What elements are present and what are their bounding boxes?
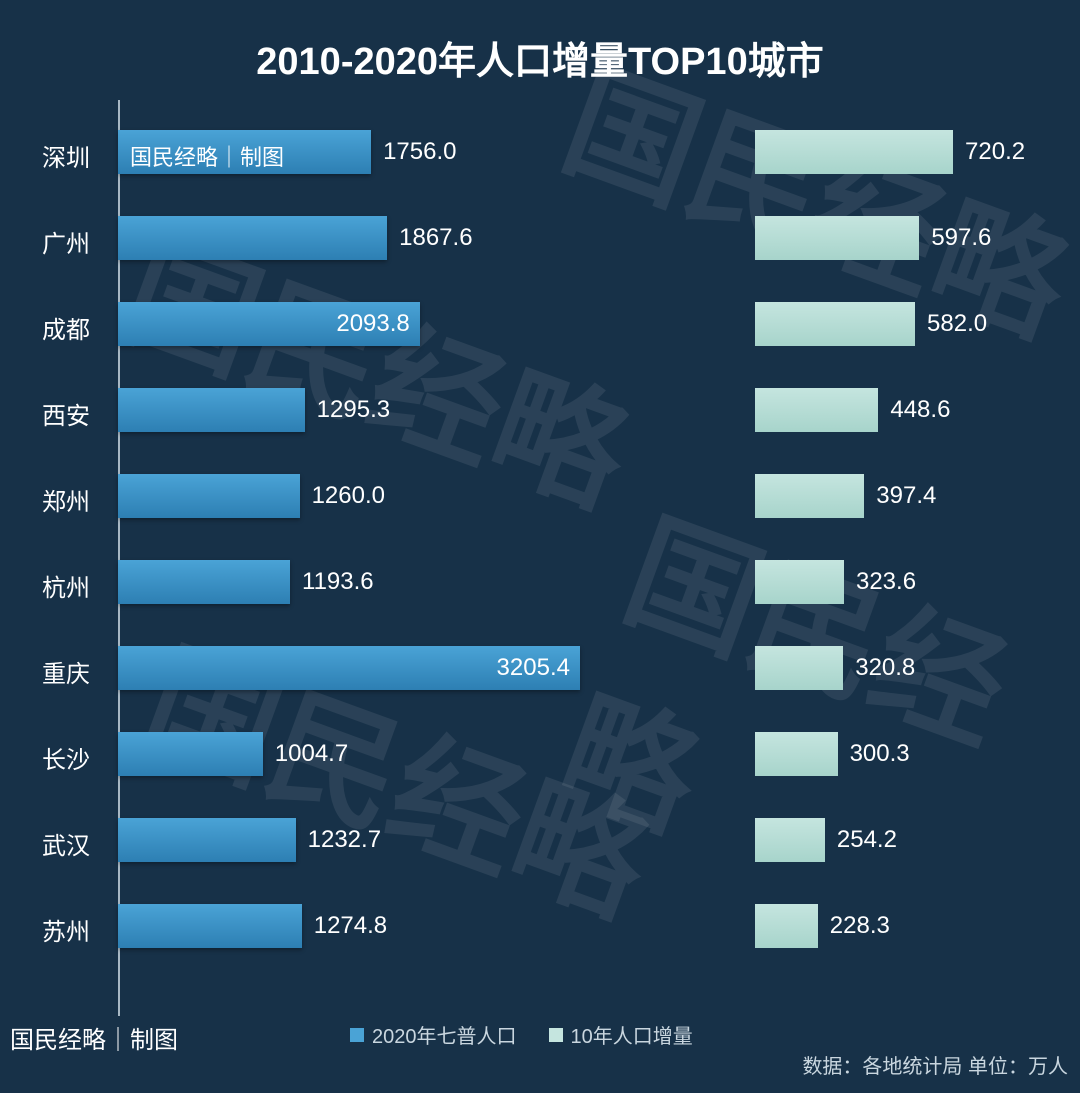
bar-growth: [755, 732, 838, 776]
category-label: 西安: [0, 396, 90, 431]
chart-row: 杭州 1193.6 323.6: [0, 560, 1080, 604]
legend-swatch: [549, 1028, 563, 1042]
value-growth: 228.3: [830, 912, 890, 940]
legend: 2020年七普人口 10年人口增量: [350, 1020, 693, 1049]
bar-growth: [755, 474, 864, 518]
bar-population: [118, 216, 387, 260]
legend-swatch: [350, 1028, 364, 1042]
chart-row: 成都 2093.8 582.0: [0, 302, 1080, 346]
chart-row: 西安 1295.3 448.6: [0, 388, 1080, 432]
bar-population: [118, 904, 302, 948]
value-growth: 582.0: [927, 310, 987, 338]
chart-container: 2010-2020年人口增量TOP10城市国民经略国民经略国民经略国民经略深圳1…: [0, 0, 1080, 1093]
bar-growth: [755, 560, 844, 604]
bar-growth: [755, 904, 818, 948]
chart-row: 武汉 1232.7 254.2: [0, 818, 1080, 862]
footer-credit: 国民经略｜制图: [10, 1020, 178, 1055]
bar-growth: [755, 302, 915, 346]
chart-row: 深圳1756.0国民经略｜制图720.2: [0, 130, 1080, 174]
chart-row: 郑州 1260.0 397.4: [0, 474, 1080, 518]
bar-population: [118, 388, 305, 432]
category-label: 成都: [0, 310, 90, 345]
bar-growth: [755, 388, 878, 432]
value-population: 1867.6: [399, 224, 472, 252]
category-label: 杭州: [0, 568, 90, 603]
chart-row: 重庆 3205.4 320.8: [0, 646, 1080, 690]
bar-population: [118, 560, 290, 604]
value-growth: 597.6: [931, 224, 991, 252]
value-population: 1274.8: [314, 912, 387, 940]
value-population: 1295.3: [317, 396, 390, 424]
category-label: 广州: [0, 224, 90, 259]
category-label: 重庆: [0, 654, 90, 689]
chart-row: 苏州 1274.8 228.3: [0, 904, 1080, 948]
category-label: 武汉: [0, 826, 90, 861]
legend-label: 10年人口增量: [571, 1020, 693, 1049]
value-population: 1004.7: [275, 740, 348, 768]
value-growth: 323.6: [856, 568, 916, 596]
value-growth: 448.6: [890, 396, 950, 424]
bar-growth: [755, 216, 919, 260]
category-label: 郑州: [0, 482, 90, 517]
value-population: 2093.8: [336, 310, 409, 338]
value-population: 1260.0: [312, 482, 385, 510]
category-label: 长沙: [0, 740, 90, 775]
value-growth: 254.2: [837, 826, 897, 854]
chart-row: 广州 1867.6 597.6: [0, 216, 1080, 260]
chart-title: 2010-2020年人口增量TOP10城市: [0, 30, 1080, 85]
bar-growth: [755, 130, 953, 174]
bar-growth: [755, 818, 825, 862]
value-growth: 397.4: [876, 482, 936, 510]
chart-row: 长沙 1004.7 300.3: [0, 732, 1080, 776]
value-population: 3205.4: [497, 654, 570, 682]
bar-growth: [755, 646, 843, 690]
category-label: 深圳: [0, 138, 90, 173]
value-population: 1756.0: [383, 138, 456, 166]
value-growth: 720.2: [965, 138, 1025, 166]
legend-label: 2020年七普人口: [372, 1020, 517, 1049]
value-growth: 300.3: [850, 740, 910, 768]
value-population: 1193.6: [302, 568, 374, 596]
value-growth: 320.8: [855, 654, 915, 682]
value-population: 1232.7: [308, 826, 381, 854]
bar-population: [118, 818, 296, 862]
bar-population: [118, 474, 300, 518]
bar-population: [118, 732, 263, 776]
bar-population: [118, 130, 371, 174]
footer-source: 数据：各地统计局 单位：万人: [802, 1050, 1068, 1079]
category-label: 苏州: [0, 912, 90, 947]
